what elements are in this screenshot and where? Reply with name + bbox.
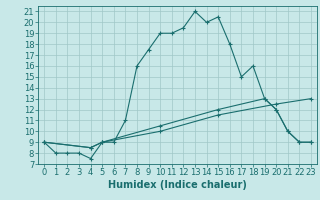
X-axis label: Humidex (Indice chaleur): Humidex (Indice chaleur) — [108, 180, 247, 190]
